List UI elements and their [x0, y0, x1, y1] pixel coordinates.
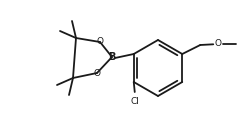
Text: O: O [93, 68, 101, 77]
Text: O: O [96, 38, 104, 46]
Text: O: O [215, 40, 222, 48]
Text: Cl: Cl [130, 97, 139, 107]
Text: B: B [108, 52, 116, 62]
